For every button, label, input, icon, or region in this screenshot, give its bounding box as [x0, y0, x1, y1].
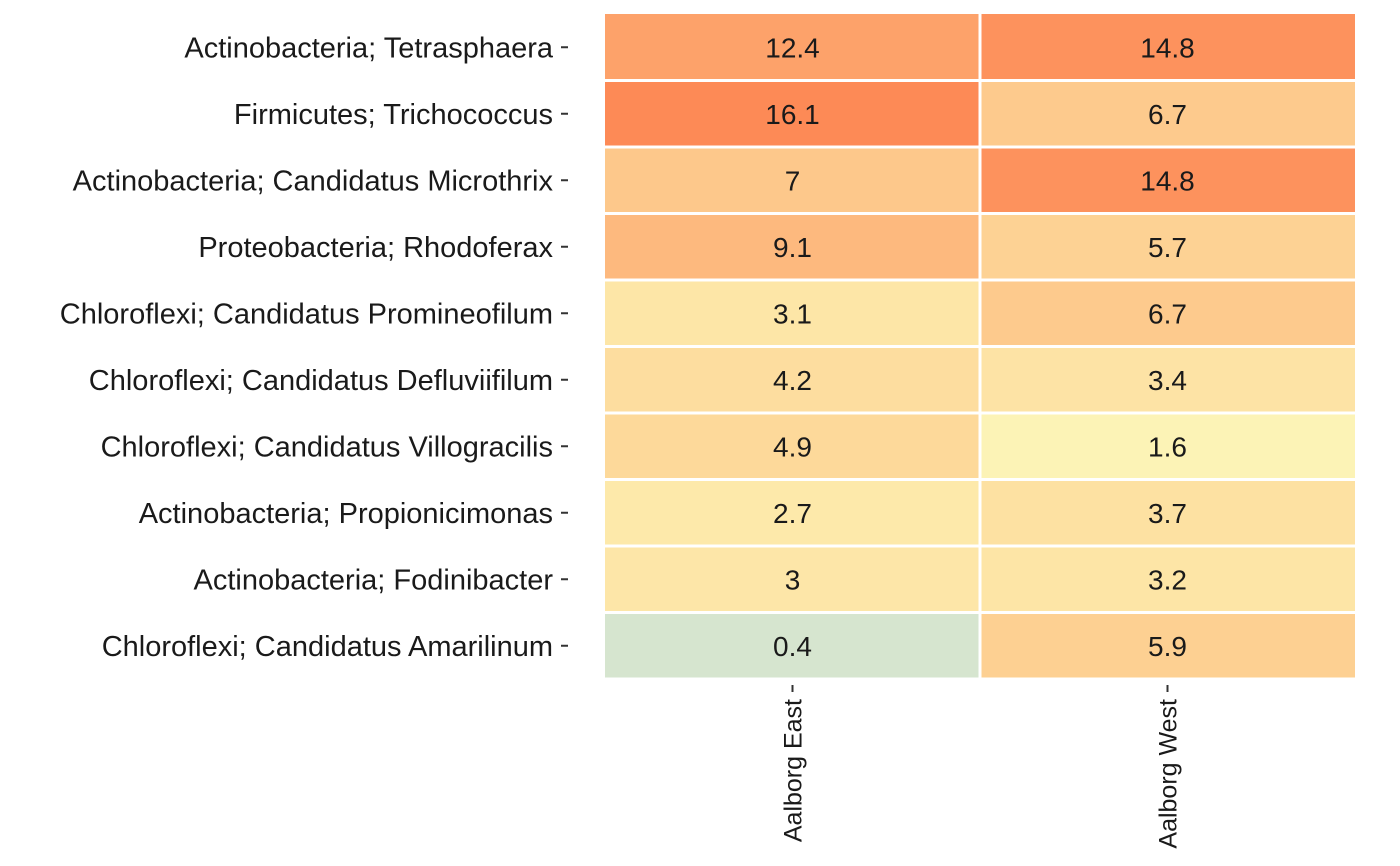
row-label: Firmicutes; Trichococcus: [234, 99, 553, 131]
cell-value-label: 3.2: [1148, 564, 1187, 595]
heatmap-cell: [605, 14, 979, 79]
heatmap-cell: [981, 148, 1355, 212]
heatmap-cells: [605, 14, 1355, 678]
heatmap-cell: [981, 82, 1355, 146]
heatmap-cell: [605, 614, 979, 678]
cell-value-label: 4.9: [773, 431, 812, 462]
heatmap-cell: [981, 614, 1355, 678]
row-label: Actinobacteria; Tetrasphaera: [184, 32, 554, 64]
heatmap-cell: [605, 414, 979, 478]
row-label: Actinobacteria; Fodinibacter: [194, 564, 554, 596]
cell-value-label: 7: [785, 165, 801, 196]
row-label: Actinobacteria; Candidatus Microthrix: [73, 165, 554, 197]
heatmap-cell: [605, 215, 979, 279]
heatmap-cell: [981, 414, 1355, 478]
row-label: Chloroflexi; Candidatus Defluviifilum: [89, 365, 553, 397]
cell-value-label: 14.8: [1140, 32, 1195, 63]
heatmap-cell: [605, 547, 979, 611]
cell-value-label: 9.1: [773, 232, 812, 263]
heatmap-cell: [605, 82, 979, 146]
row-axis-labels: Actinobacteria; Tetrasphaera Firmicutes; …: [60, 32, 568, 663]
cell-value-label: 16.1: [765, 99, 820, 130]
cell-value-label: 2.7: [773, 498, 812, 529]
heatmap-cell: [981, 14, 1355, 79]
heatmap-cell: [981, 547, 1355, 611]
heatmap-cell: [981, 481, 1355, 545]
heatmap-cell: [981, 348, 1355, 412]
cell-value-label: 3.7: [1148, 498, 1187, 529]
heatmap-cell: [605, 348, 979, 412]
heatmap-cell: [605, 281, 979, 345]
row-label: Proteobacteria; Rhodoferax: [198, 232, 553, 264]
heatmap-cell: [605, 148, 979, 212]
cell-value-label: 3.1: [773, 298, 812, 329]
cell-value-label: 0.4: [773, 631, 812, 662]
column-label: Aalborg East: [780, 699, 808, 842]
cell-value-label: 5.9: [1148, 631, 1187, 662]
row-label: Chloroflexi; Candidatus Promineofilum: [60, 298, 553, 330]
row-label: Actinobacteria; Propionicimonas: [139, 498, 553, 530]
cell-value-label: 5.7: [1148, 232, 1187, 263]
heatmap-value-labels: 12.4 14.8 16.1 6.7 7 14.8 9.1 5.7 3.1 6.7 4.2 3.4 4.…: [765, 32, 1195, 662]
column-label: Aalborg West: [1155, 699, 1183, 849]
cell-value-label: 6.7: [1148, 99, 1187, 130]
cell-value-label: 3.4: [1148, 365, 1187, 396]
cell-value-label: 3: [785, 564, 801, 595]
row-label: Chloroflexi; Candidatus Villogracilis: [101, 431, 553, 463]
row-label: Chloroflexi; Candidatus Amarilinum: [102, 631, 553, 663]
cell-value-label: 6.7: [1148, 298, 1187, 329]
cell-value-label: 12.4: [765, 32, 820, 63]
heatmap-cell: [605, 481, 979, 545]
cell-value-label: 4.2: [773, 365, 812, 396]
heatmap-cell: [981, 215, 1355, 279]
heatmap-cell: [981, 281, 1355, 345]
cell-value-label: 14.8: [1140, 165, 1195, 196]
column-axis-labels: Aalborg East Aalborg West: [780, 685, 1183, 849]
cell-value-label: 1.6: [1148, 431, 1187, 462]
